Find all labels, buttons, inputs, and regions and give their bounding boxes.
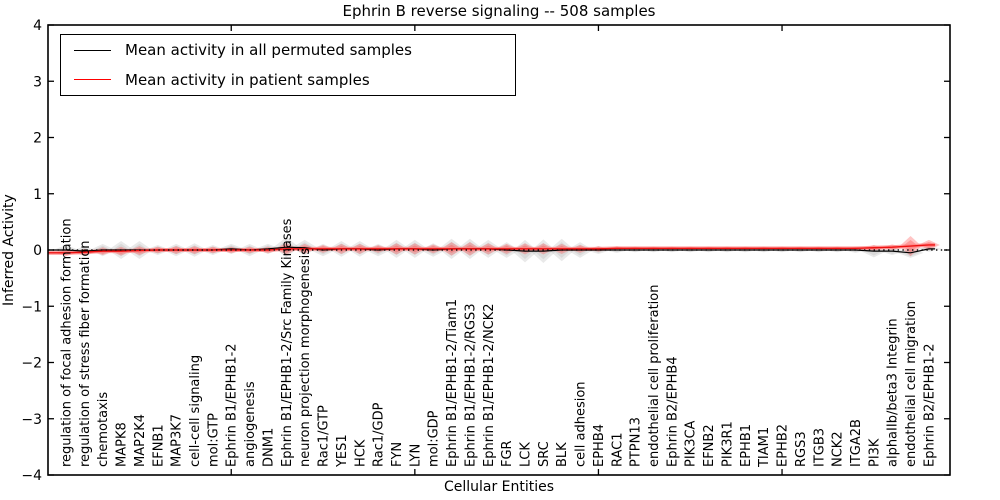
y-ticks: −4 −3 −2 −1 0 1 2 3 4 (21, 18, 950, 484)
x-entity-label: MAP3K7 (170, 414, 185, 467)
legend-entry-label: Mean activity in patient samples (125, 70, 370, 89)
x-entity-label: TIAM1 (757, 427, 772, 468)
x-entity-label: Rac1/GTP (317, 405, 332, 467)
x-axis-label: Cellular Entities (443, 479, 555, 495)
x-entity-label: chemotaxis (96, 392, 111, 467)
x-entity-label: NCK2 (831, 431, 846, 467)
x-entity-label: Ephrin B1/EPHB1-2 (225, 343, 240, 467)
legend-entry: Mean activity in all permuted samples (61, 36, 515, 64)
x-entity-label: EPHB2 (776, 424, 791, 467)
x-entity-label: SRC (537, 441, 552, 467)
x-entity-label: ITGA2B (849, 419, 864, 467)
x-entity-label: ITGB3 (812, 428, 827, 467)
x-entity-label: Ephrin B1/EPHB1-2/Src Family Kinases (280, 218, 295, 467)
x-entity-label: cell adhesion (574, 381, 589, 467)
legend-entry-label: Mean activity in all permuted samples (125, 41, 412, 60)
legend: Mean activity in all permuted samples Mea… (60, 34, 516, 96)
y-tick-label: 4 (33, 18, 42, 34)
x-entity-label: FGR (500, 440, 515, 467)
x-entity-label: EPHB1 (739, 424, 754, 467)
x-ticks (230, 25, 783, 475)
x-entity-label: EPHB4 (592, 424, 607, 467)
x-entity-label: mol:GTP (206, 413, 221, 467)
x-entity-label: RAC1 (610, 432, 625, 467)
legend-line-sample (74, 49, 111, 51)
y-tick-label: −2 (21, 356, 42, 372)
x-entity-labels: regulation of focal adhesion formation re… (60, 218, 938, 468)
x-entity-label: YES1 (335, 434, 350, 468)
y-tick-label: −3 (21, 412, 42, 428)
y-tick-label: 2 (33, 131, 42, 147)
legend-line-sample (74, 79, 111, 81)
x-entity-label: neuron projection morphogenesis (298, 248, 313, 467)
x-entity-label: LCK (519, 442, 534, 467)
x-entity-label: Ephrin B1/EPHB1-2/Tiam1 (445, 299, 460, 467)
legend-entry: Mean activity in patient samples (61, 66, 515, 94)
x-entity-label: EFNB2 (702, 424, 717, 467)
x-entity-label: regulation of stress fiber formation (78, 240, 93, 467)
y-tick-label: −1 (21, 299, 42, 315)
x-entity-label: PTPN13 (629, 417, 644, 467)
y-axis-label: Inferred Activity (1, 194, 17, 306)
y-tick-label: 0 (33, 243, 42, 259)
x-entity-label: PI3K (867, 438, 882, 467)
x-entity-label: endothelial cell proliferation (647, 285, 662, 468)
x-entity-label: HCK (353, 439, 368, 467)
x-entity-label: LYN (408, 444, 423, 467)
y-tick-label: 3 (33, 74, 42, 90)
x-entity-label: BLK (555, 442, 570, 467)
x-entity-label: mol:GDP (427, 410, 442, 467)
x-entity-label: cell-cell signaling (188, 355, 203, 467)
x-entity-label: Rac1/GDP (372, 402, 387, 467)
x-entity-label: Ephrin B2/EPHB4 (665, 356, 680, 467)
x-entity-label: MAP2K4 (133, 414, 148, 467)
x-entity-label: RGS3 (794, 431, 809, 467)
x-entity-label: regulation of focal adhesion formation (60, 218, 75, 467)
x-entity-label: Ephrin B1/EPHB1-2/NCK2 (482, 303, 497, 467)
x-entity-label: MAPK8 (115, 422, 130, 467)
x-entity-label: alphaIIb/beta3 Integrin (886, 318, 901, 467)
y-tick-label: 1 (33, 187, 42, 203)
x-entity-label: Ephrin B1/EPHB1-2/RGS3 (463, 303, 478, 467)
x-entity-label: PIK3R1 (720, 421, 735, 467)
x-entity-label: angiogenesis (243, 381, 258, 467)
plot-title: Ephrin B reverse signaling -- 508 sample… (342, 2, 656, 20)
x-entity-label: FYN (390, 442, 405, 467)
x-entity-label: EFNB1 (151, 424, 166, 467)
x-entity-label: Ephrin B2/EPHB1-2 (922, 343, 937, 467)
x-entity-label: endothelial cell migration (904, 301, 919, 467)
x-entity-label: PIK3CA (684, 420, 699, 467)
x-entity-label: DNM1 (261, 428, 276, 467)
y-tick-label: −4 (21, 468, 42, 484)
